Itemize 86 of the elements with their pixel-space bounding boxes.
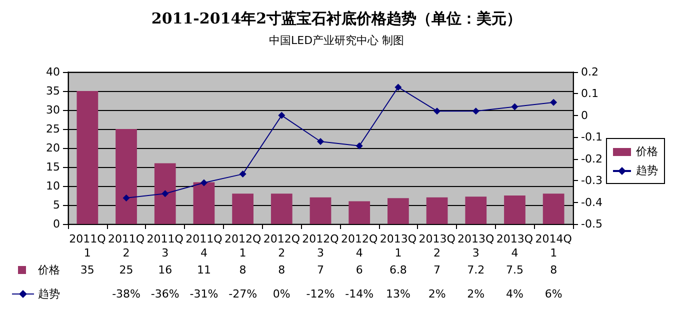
point bbox=[317, 138, 324, 145]
data-label: 6 bbox=[356, 264, 363, 276]
bar bbox=[426, 197, 448, 224]
y2-tick-label: 0.2 bbox=[581, 66, 598, 78]
data-label: 25 bbox=[119, 264, 134, 276]
data-label: 8 bbox=[239, 264, 246, 276]
data-label: 6% bbox=[544, 288, 562, 300]
y2-tick-label: -0.2 bbox=[581, 152, 602, 166]
point bbox=[122, 194, 130, 202]
data-label: 4% bbox=[506, 288, 524, 300]
data-label: 0% bbox=[272, 288, 290, 300]
point bbox=[394, 84, 402, 91]
x-tick-label: 2012Q2 bbox=[263, 232, 300, 260]
x-tick-label: 2011Q3 bbox=[146, 232, 184, 260]
y2-tick-label: 0.1 bbox=[581, 87, 598, 100]
point bbox=[434, 108, 441, 115]
text: 价格 bbox=[636, 145, 658, 158]
point bbox=[162, 190, 169, 198]
point bbox=[278, 112, 286, 119]
y-tick-label: 40 bbox=[46, 66, 60, 78]
data-label: 2% bbox=[428, 288, 446, 300]
bar bbox=[154, 163, 176, 224]
bar bbox=[310, 197, 332, 224]
bar bbox=[232, 194, 254, 224]
x-tick-label: 2013Q1 bbox=[380, 232, 417, 260]
x-tick-label: 2011Q4 bbox=[186, 232, 223, 260]
data-label: 7 bbox=[434, 264, 441, 276]
point bbox=[356, 142, 363, 150]
data-label: 7.2 bbox=[467, 264, 485, 276]
x-tick-label: 2012Q4 bbox=[341, 232, 378, 260]
data-label: 2% bbox=[467, 288, 485, 300]
point bbox=[239, 170, 246, 178]
x-tick-label: 2013Q3 bbox=[458, 232, 495, 260]
y-tick-label: 25 bbox=[46, 122, 60, 136]
bar bbox=[504, 196, 526, 224]
y-tick-label: 30 bbox=[46, 104, 60, 116]
point bbox=[200, 179, 208, 186]
chart-title: 2011-2014年2寸蓝宝石衬底价格趋势（单位：美元） bbox=[151, 10, 522, 28]
bar bbox=[388, 198, 409, 224]
bar bbox=[465, 196, 487, 224]
data-label: -12% bbox=[306, 288, 335, 300]
data-label: -38% bbox=[112, 288, 140, 300]
y-tick-label: 35 bbox=[46, 84, 60, 98]
data-label: 8 bbox=[278, 264, 286, 276]
y-tick-label: 20 bbox=[46, 142, 60, 154]
x-tick-label: 2013Q2 bbox=[418, 232, 456, 260]
data-label: 7.5 bbox=[506, 264, 524, 276]
point bbox=[550, 98, 558, 106]
y2-tick-label: -0.4 bbox=[581, 196, 602, 209]
data-label: 35 bbox=[80, 264, 94, 276]
data-label: 6.8 bbox=[389, 264, 407, 276]
x-tick-label: 2011Q1 bbox=[69, 232, 106, 260]
data-label: -31% bbox=[190, 288, 218, 300]
data-label: 13% bbox=[386, 288, 410, 300]
y-tick-label: 5 bbox=[53, 198, 60, 212]
y2-tick-label: 0 bbox=[581, 108, 588, 122]
y-tick-label: 0 bbox=[53, 218, 60, 230]
data-label: -36% bbox=[150, 288, 180, 300]
y2-tick-label: -0.5 bbox=[581, 218, 602, 230]
text: 趋势 bbox=[38, 288, 60, 300]
x-tick-label: 2014Q1 bbox=[535, 232, 572, 260]
data-label: 16 bbox=[158, 264, 172, 276]
point bbox=[511, 103, 518, 110]
data-label: 11 bbox=[196, 264, 211, 276]
data-label: -27% bbox=[228, 288, 258, 300]
y-tick-label: 10 bbox=[46, 180, 60, 192]
bar bbox=[116, 129, 137, 224]
data-label: 8 bbox=[550, 264, 558, 276]
x-tick-label: 2012Q1 bbox=[224, 232, 262, 260]
x-tick-label: 2012Q3 bbox=[302, 232, 340, 260]
y2-tick-label: -0.1 bbox=[581, 130, 602, 144]
bar bbox=[193, 182, 215, 224]
bar bbox=[542, 194, 564, 224]
legend-label: 趋势 bbox=[636, 163, 658, 178]
data-label: -14% bbox=[345, 288, 374, 300]
data-label: 7 bbox=[317, 264, 324, 276]
x-tick-label: 2013Q4 bbox=[496, 232, 534, 260]
y-tick-label: 15 bbox=[46, 160, 60, 174]
chart-subtitle: 中国LED产业研究中心 制图 bbox=[268, 34, 404, 47]
bar bbox=[76, 91, 98, 224]
legend-label: 价格 bbox=[37, 264, 60, 276]
x-tick-label: 2011Q2 bbox=[108, 232, 145, 260]
point bbox=[472, 108, 480, 115]
y2-tick-label: -0.3 bbox=[581, 174, 602, 188]
bar bbox=[348, 201, 370, 224]
bar bbox=[270, 194, 292, 224]
